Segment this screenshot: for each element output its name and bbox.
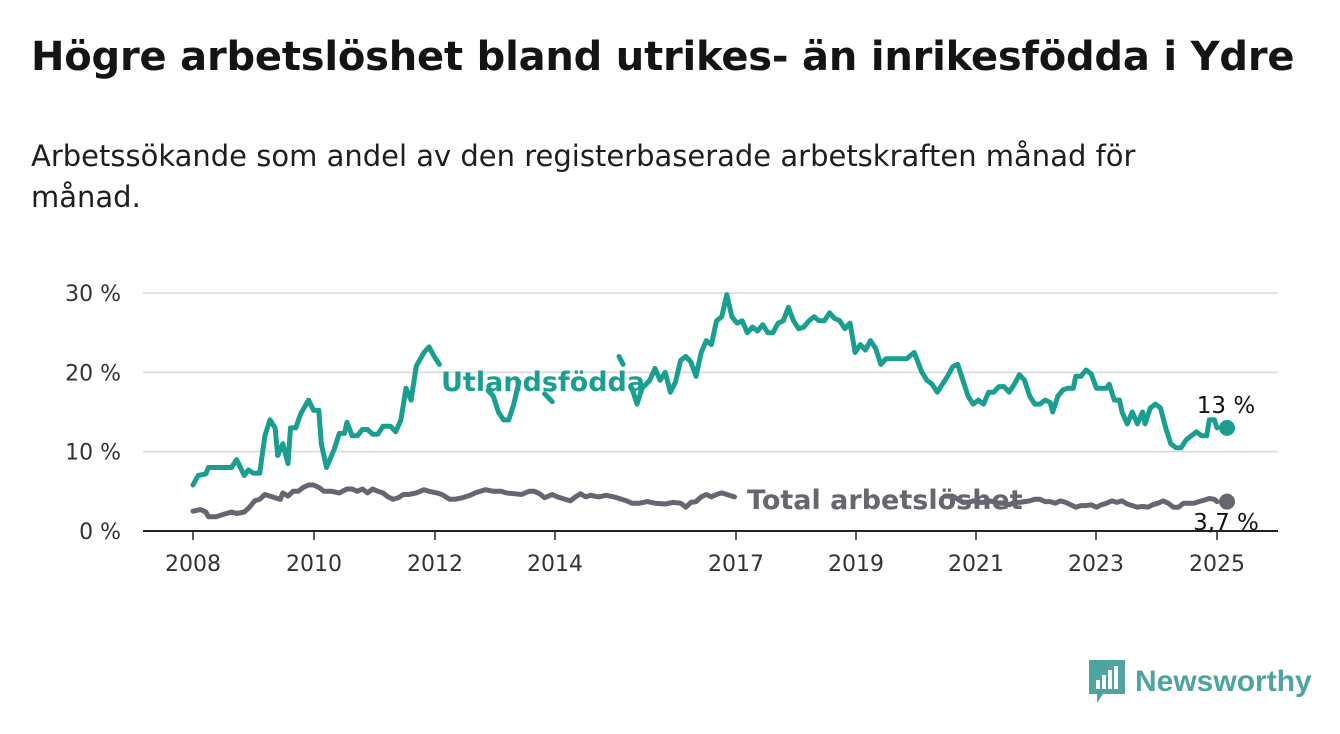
x-tick-label: 2010 <box>286 552 342 577</box>
series-line-total <box>190 482 737 520</box>
series-line-utlandsfodda <box>485 379 522 423</box>
brand-name: Newsworthy <box>1135 665 1312 698</box>
y-tick-label: 20 % <box>65 361 121 386</box>
series-line-total <box>942 493 1220 510</box>
x-tick-label: 2014 <box>527 552 583 577</box>
bar-chart-speech-bubble-icon <box>1089 660 1125 703</box>
x-tick-label: 2012 <box>407 552 463 577</box>
y-tick-label: 30 % <box>65 282 121 307</box>
series-line-utlandsfodda <box>616 354 626 367</box>
x-tick-label: 2021 <box>948 552 1004 577</box>
y-tick-label: 10 % <box>65 441 121 466</box>
x-tick-label: 2025 <box>1189 552 1245 577</box>
end-point-marker <box>1219 493 1235 510</box>
series-label-total: Total arbetslöshet <box>747 485 1023 516</box>
end-value-utlandsfodda: 13 % <box>1197 393 1255 419</box>
chart-title: Högre arbetslöshet bland utrikes- än inr… <box>31 34 1295 80</box>
y-tick-label: 0 % <box>79 520 121 545</box>
x-tick-label: 2017 <box>708 552 764 577</box>
series-label-utlandsfodda: Utlandsfödda <box>441 367 645 398</box>
series-line-utlandsfodda <box>542 391 555 405</box>
x-tick-label: 2019 <box>828 552 884 577</box>
x-tick-label: 2008 <box>165 552 221 577</box>
series-line-utlandsfodda <box>629 292 1220 451</box>
end-point-marker <box>1219 419 1235 436</box>
end-value-total: 3,7 % <box>1193 510 1259 536</box>
series-line-utlandsfodda <box>190 344 442 488</box>
x-tick-label: 2023 <box>1068 552 1124 577</box>
brand-logo: Newsworthy <box>1089 660 1312 704</box>
chart-subtitle: Arbetssökande som andel av den registerb… <box>31 139 1136 214</box>
